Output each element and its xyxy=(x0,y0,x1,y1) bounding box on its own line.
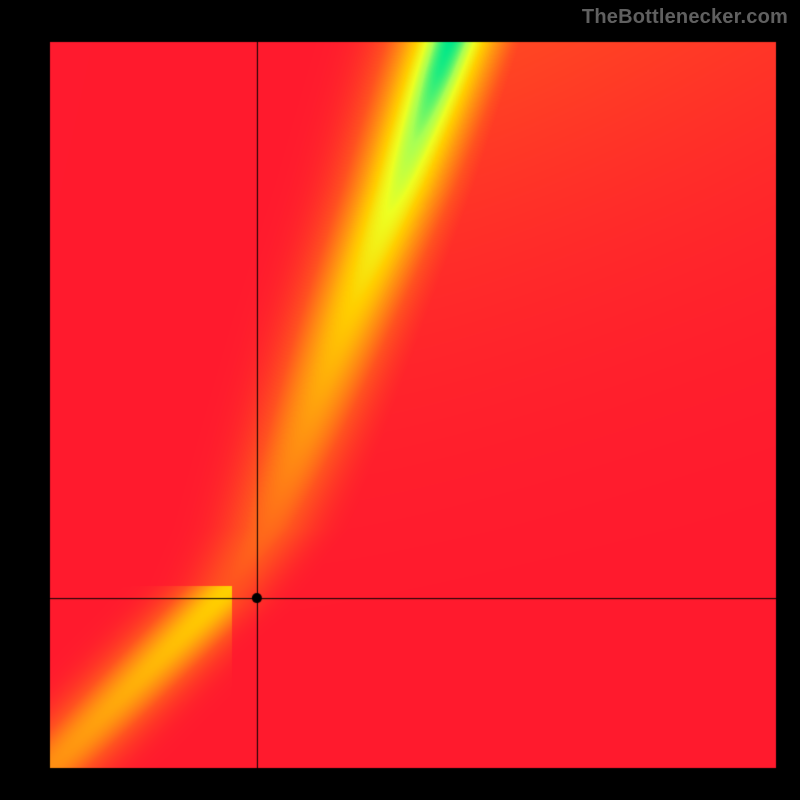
chart-container: TheBottlenecker.com xyxy=(0,0,800,800)
attribution-link[interactable]: TheBottlenecker.com xyxy=(582,6,788,29)
bottleneck-heatmap xyxy=(0,0,800,800)
